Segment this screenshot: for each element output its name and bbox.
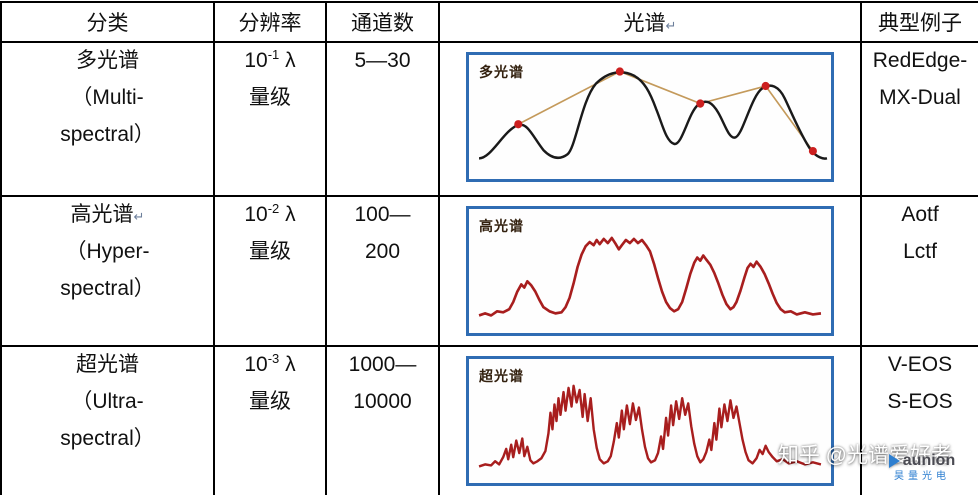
spectrum-figure-hyperspectral: 高光谱	[466, 206, 834, 336]
example-line2: Lctf	[903, 239, 937, 263]
header-spectrum: 光谱↵	[438, 1, 862, 43]
logo-subtext: 昊量光电	[894, 470, 950, 482]
category-cn: 超光谱	[76, 353, 139, 376]
header-category-label: 分类	[86, 12, 129, 35]
example-line1: V-EOS	[887, 353, 953, 376]
logo-triangle-icon	[888, 454, 900, 469]
example-line2: MX-Dual	[879, 85, 961, 109]
category-en: spectral）	[60, 122, 155, 146]
channels-line1: 1000—	[348, 353, 417, 376]
category-cell: 超光谱 （Ultra- spectral）	[0, 345, 215, 495]
examples-cell: Aotf Lctf	[860, 195, 978, 347]
resolution-lambda: λ	[279, 353, 296, 376]
resolution-unit: 量级	[249, 389, 291, 413]
category-en: （Ultra-	[71, 389, 144, 413]
resolution-cell: 10-3 λ 量级	[213, 345, 327, 495]
spectrum-figure-label: 超光谱	[479, 368, 524, 384]
band-markers	[514, 67, 817, 156]
example-line2: S-EOS	[887, 389, 953, 413]
header-resolution: 分辨率	[213, 1, 327, 43]
header-category: 分类	[0, 1, 215, 43]
channels-line1: 100—	[354, 203, 411, 226]
example-line1: Aotf	[901, 203, 939, 226]
examples-cell: V-EOS S-EOS	[860, 345, 978, 495]
table-row-ultraspectral: 超光谱 （Ultra- spectral） 10-3 λ 量级 1000— 10…	[0, 345, 978, 495]
resolution-cell: 10-1 λ 量级	[213, 41, 327, 197]
resolution-lambda: λ	[279, 203, 296, 226]
resolution-cell: 10-2 λ 量级	[213, 195, 327, 347]
multispectral-curve-chart	[478, 67, 828, 160]
header-spectrum-label: 光谱	[623, 12, 666, 35]
watermark-text: 知乎 @光谱爱好者	[777, 444, 952, 467]
spectrum-cell: 高光谱	[438, 195, 862, 347]
channels-cell: 100— 200	[325, 195, 440, 347]
channels-cell: 5—30	[325, 41, 440, 197]
channels-line2: 200	[364, 239, 401, 263]
spectrum-figure-ultraspectral: 超光谱	[466, 356, 834, 486]
spectrum-curve	[478, 236, 822, 317]
category-cn: 高光谱	[70, 203, 134, 226]
resolution-unit: 量级	[249, 85, 291, 109]
spectrum-curve	[478, 384, 822, 468]
resolution-exponent: -2	[267, 201, 280, 216]
spectrum-figure-label: 多光谱	[479, 64, 524, 80]
resolution-exponent: -3	[267, 351, 280, 366]
category-en: spectral）	[60, 426, 155, 450]
category-en: （Multi-	[71, 85, 144, 109]
resolution-base: 10	[244, 203, 268, 226]
return-mark-icon: ↵	[665, 18, 677, 33]
spectrum-figure-label: 高光谱	[479, 218, 524, 234]
header-resolution-label: 分辨率	[238, 12, 302, 35]
category-cell: 多光谱 （Multi- spectral）	[0, 41, 215, 197]
header-examples-label: 典型例子	[878, 12, 962, 35]
spectrum-curve	[478, 71, 828, 160]
logo-text: aunion	[902, 452, 956, 469]
header-row: 分类 分辨率 通道数 光谱↵ 典型例子	[0, 1, 978, 43]
brand-logo: aunion 昊量光电	[870, 452, 974, 482]
header-channels: 通道数	[325, 1, 440, 43]
category-en: （Hyper-	[65, 239, 150, 263]
table-row-multispectral: 多光谱 （Multi- spectral） 10-1 λ 量级 5—30	[0, 41, 978, 197]
category-en: spectral）	[60, 276, 155, 300]
header-examples: 典型例子	[860, 1, 978, 43]
example-line1: RedEdge-	[872, 49, 968, 72]
return-mark-icon: ↵	[133, 209, 145, 224]
spectrum-cell: 超光谱	[438, 345, 862, 495]
header-channels-label: 通道数	[351, 12, 414, 35]
category-cn: 多光谱	[76, 49, 139, 72]
category-cell: 高光谱↵ （Hyper- spectral）	[0, 195, 215, 347]
channels-cell: 1000— 10000	[325, 345, 440, 495]
resolution-unit: 量级	[249, 239, 291, 263]
examples-cell: RedEdge- MX-Dual	[860, 41, 978, 197]
spectrum-figure-multispectral: 多光谱	[466, 52, 834, 182]
resolution-base: 10	[244, 353, 268, 376]
resolution-lambda: λ	[279, 49, 296, 72]
resolution-exponent: -1	[267, 47, 280, 62]
channels-line1: 5—30	[354, 49, 411, 72]
resolution-base: 10	[244, 49, 268, 72]
channels-line2: 10000	[353, 389, 412, 413]
ultraspectral-curve-chart	[478, 384, 822, 468]
spectrum-cell: 多光谱	[438, 41, 862, 197]
hyperspectral-curve-chart	[478, 236, 822, 317]
table-row-hyperspectral: 高光谱↵ （Hyper- spectral） 10-2 λ 量级 100— 20…	[0, 195, 978, 347]
